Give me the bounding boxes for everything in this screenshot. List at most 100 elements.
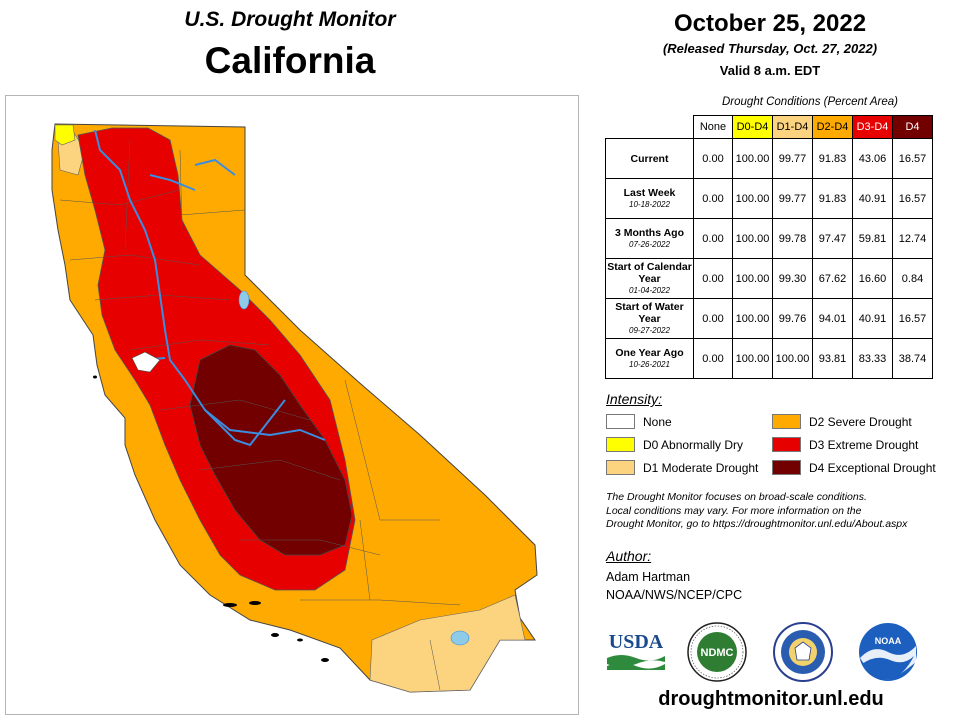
legend-label: D4 Exceptional Drought	[809, 460, 936, 475]
row-date: 07-26-2022	[629, 240, 670, 249]
salton-sea	[450, 630, 470, 646]
channel-islands	[93, 375, 329, 662]
san-francisco-bay	[131, 351, 161, 373]
usda-logo: USDA	[607, 631, 665, 670]
release-date: (Released Thursday, Oct. 27, 2022)	[662, 41, 878, 56]
author-org: NOAA/NWS/NCEP/CPC	[606, 588, 743, 602]
table-cell: 93.81	[812, 338, 853, 379]
legend-swatch	[772, 460, 801, 475]
commerce-seal	[773, 622, 833, 682]
table-cell: 100.00	[732, 178, 773, 219]
legend-swatch	[606, 460, 635, 475]
table-cell: 16.57	[892, 298, 933, 339]
table-cell: 100.00	[732, 298, 773, 339]
legend-d1: D1 Moderate Drought	[606, 460, 758, 475]
row-date: 10-18-2022	[629, 200, 670, 209]
column-d1-d4: D1-D4	[772, 115, 813, 139]
row-label-text: One Year Ago	[615, 347, 684, 359]
table-cell: 97.47	[812, 218, 853, 259]
table-cell: 94.01	[812, 298, 853, 339]
row-label-text: Start of Calendar Year	[607, 261, 692, 285]
disclaimer-line: The Drought Monitor focuses on broad-sca…	[606, 491, 867, 503]
legend-d3: D3 Extreme Drought	[772, 437, 918, 452]
table-cell: 0.00	[693, 258, 733, 299]
row-date: 09-27-2022	[629, 326, 670, 335]
table-cell: 59.81	[852, 218, 893, 259]
legend-label: D3 Extreme Drought	[809, 437, 919, 452]
legend-d2: D2 Severe Drought	[772, 414, 912, 429]
table-cell: 67.62	[812, 258, 853, 299]
legend-label: None	[643, 414, 672, 429]
legend-swatch	[606, 437, 635, 452]
table-row: 3 Months Ago 07-26-2022 0.00 100.00 99.78 97.…	[605, 218, 933, 259]
table-cell: 16.57	[892, 178, 933, 219]
ndmc-logo: NDMC	[687, 622, 747, 682]
map-area-d0	[54, 124, 76, 146]
table-cell: 16.60	[852, 258, 893, 299]
table-row: One Year Ago 10-26-2021 0.00 100.00 100.00 93…	[605, 338, 933, 379]
drought-conditions-table: None D0-D4 D1-D4 D2-D4 D3-D4 D4 Current 0…	[605, 115, 933, 379]
table-cell: 99.77	[772, 178, 813, 219]
table-cell: 40.91	[852, 178, 893, 219]
disclaimer: The Drought Monitor focuses on broad-sca…	[606, 491, 956, 532]
site-url: droughtmonitor.unl.edu	[658, 688, 884, 710]
row-label: One Year Ago 10-26-2021	[605, 338, 694, 379]
table-cell: 12.74	[892, 218, 933, 259]
column-none: None	[693, 115, 733, 139]
table-corner	[605, 115, 694, 139]
lake-tahoe	[238, 290, 250, 310]
column-d4: D4	[892, 115, 933, 139]
map-date: October 25, 2022	[673, 10, 867, 37]
row-date: 01-04-2022	[629, 286, 670, 295]
map-area-d1-south	[369, 594, 526, 693]
legend-swatch	[772, 414, 801, 429]
column-d0-d4: D0-D4	[732, 115, 773, 139]
table-cell: 99.76	[772, 298, 813, 339]
row-date: 10-26-2021	[629, 360, 670, 369]
author-heading: Author:	[606, 548, 652, 564]
table-cell: 0.00	[693, 138, 733, 179]
row-label-text: 3 Months Ago	[614, 227, 685, 239]
author-name: Adam Hartman	[606, 570, 691, 584]
table-cell: 16.57	[892, 138, 933, 179]
row-label-text: Start of Water Year	[615, 301, 684, 325]
table-cell: 0.00	[693, 178, 733, 219]
row-label: Start of Water Year 09-27-2022	[605, 298, 694, 339]
disclaimer-line: Drought Monitor, go to https://droughtmo…	[606, 518, 908, 530]
table-cell: 100.00	[732, 218, 773, 259]
table-cell: 99.78	[772, 218, 813, 259]
legend-swatch	[606, 414, 635, 429]
noaa-logo: NOAA	[859, 623, 917, 681]
legend-none: None	[606, 414, 672, 429]
row-label: Start of Calendar Year 01-04-2022	[605, 258, 694, 299]
map-frame	[5, 95, 579, 715]
table-cell: 91.83	[812, 138, 853, 179]
table-cell: 100.00	[772, 338, 813, 379]
legend-label: D2 Severe Drought	[809, 414, 912, 429]
legend-d4: D4 Exceptional Drought	[772, 460, 936, 475]
row-label: Last Week 10-18-2022	[605, 178, 694, 219]
map-area-d4	[189, 344, 353, 556]
table-cell: 0.00	[693, 338, 733, 379]
table-caption: Drought Conditions (Percent Area)	[722, 96, 898, 108]
table-cell: 0.00	[693, 298, 733, 339]
table-row: Last Week 10-18-2022 0.00 100.00 99.77 91.83 4…	[605, 178, 933, 219]
table-cell: 91.83	[812, 178, 853, 219]
table-cell: 100.00	[732, 258, 773, 299]
row-label-text: Last Week	[623, 187, 676, 199]
table-cell: 99.30	[772, 258, 813, 299]
table-cell: 43.06	[852, 138, 893, 179]
table-cell: 83.33	[852, 338, 893, 379]
legend-swatch	[772, 437, 801, 452]
column-d2-d4: D2-D4	[812, 115, 853, 139]
california-drought-map	[51, 123, 538, 693]
table-cell: 99.77	[772, 138, 813, 179]
table-cell: 100.00	[732, 138, 773, 179]
table-row: Start of Water Year 09-27-2022 0.00 100.00 9…	[605, 298, 933, 339]
intensity-heading: Intensity:	[606, 391, 663, 407]
valid-time: Valid 8 a.m. EDT	[719, 63, 821, 78]
row-label: 3 Months Ago 07-26-2022	[605, 218, 694, 259]
noaa-logo-text: NOAA	[875, 636, 902, 646]
row-label-text: Current	[630, 152, 669, 165]
disclaimer-line: Local conditions may vary. For more info…	[606, 504, 862, 517]
